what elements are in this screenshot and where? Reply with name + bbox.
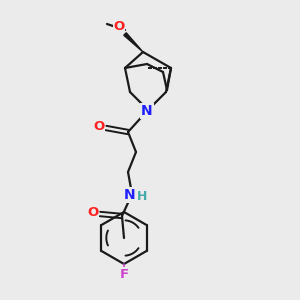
Text: O: O bbox=[113, 20, 124, 32]
Text: N: N bbox=[141, 104, 153, 118]
Text: O: O bbox=[87, 206, 99, 220]
Text: N: N bbox=[124, 188, 136, 202]
Text: O: O bbox=[93, 121, 105, 134]
Polygon shape bbox=[124, 33, 143, 52]
Text: F: F bbox=[119, 268, 129, 281]
Text: H: H bbox=[137, 190, 147, 203]
